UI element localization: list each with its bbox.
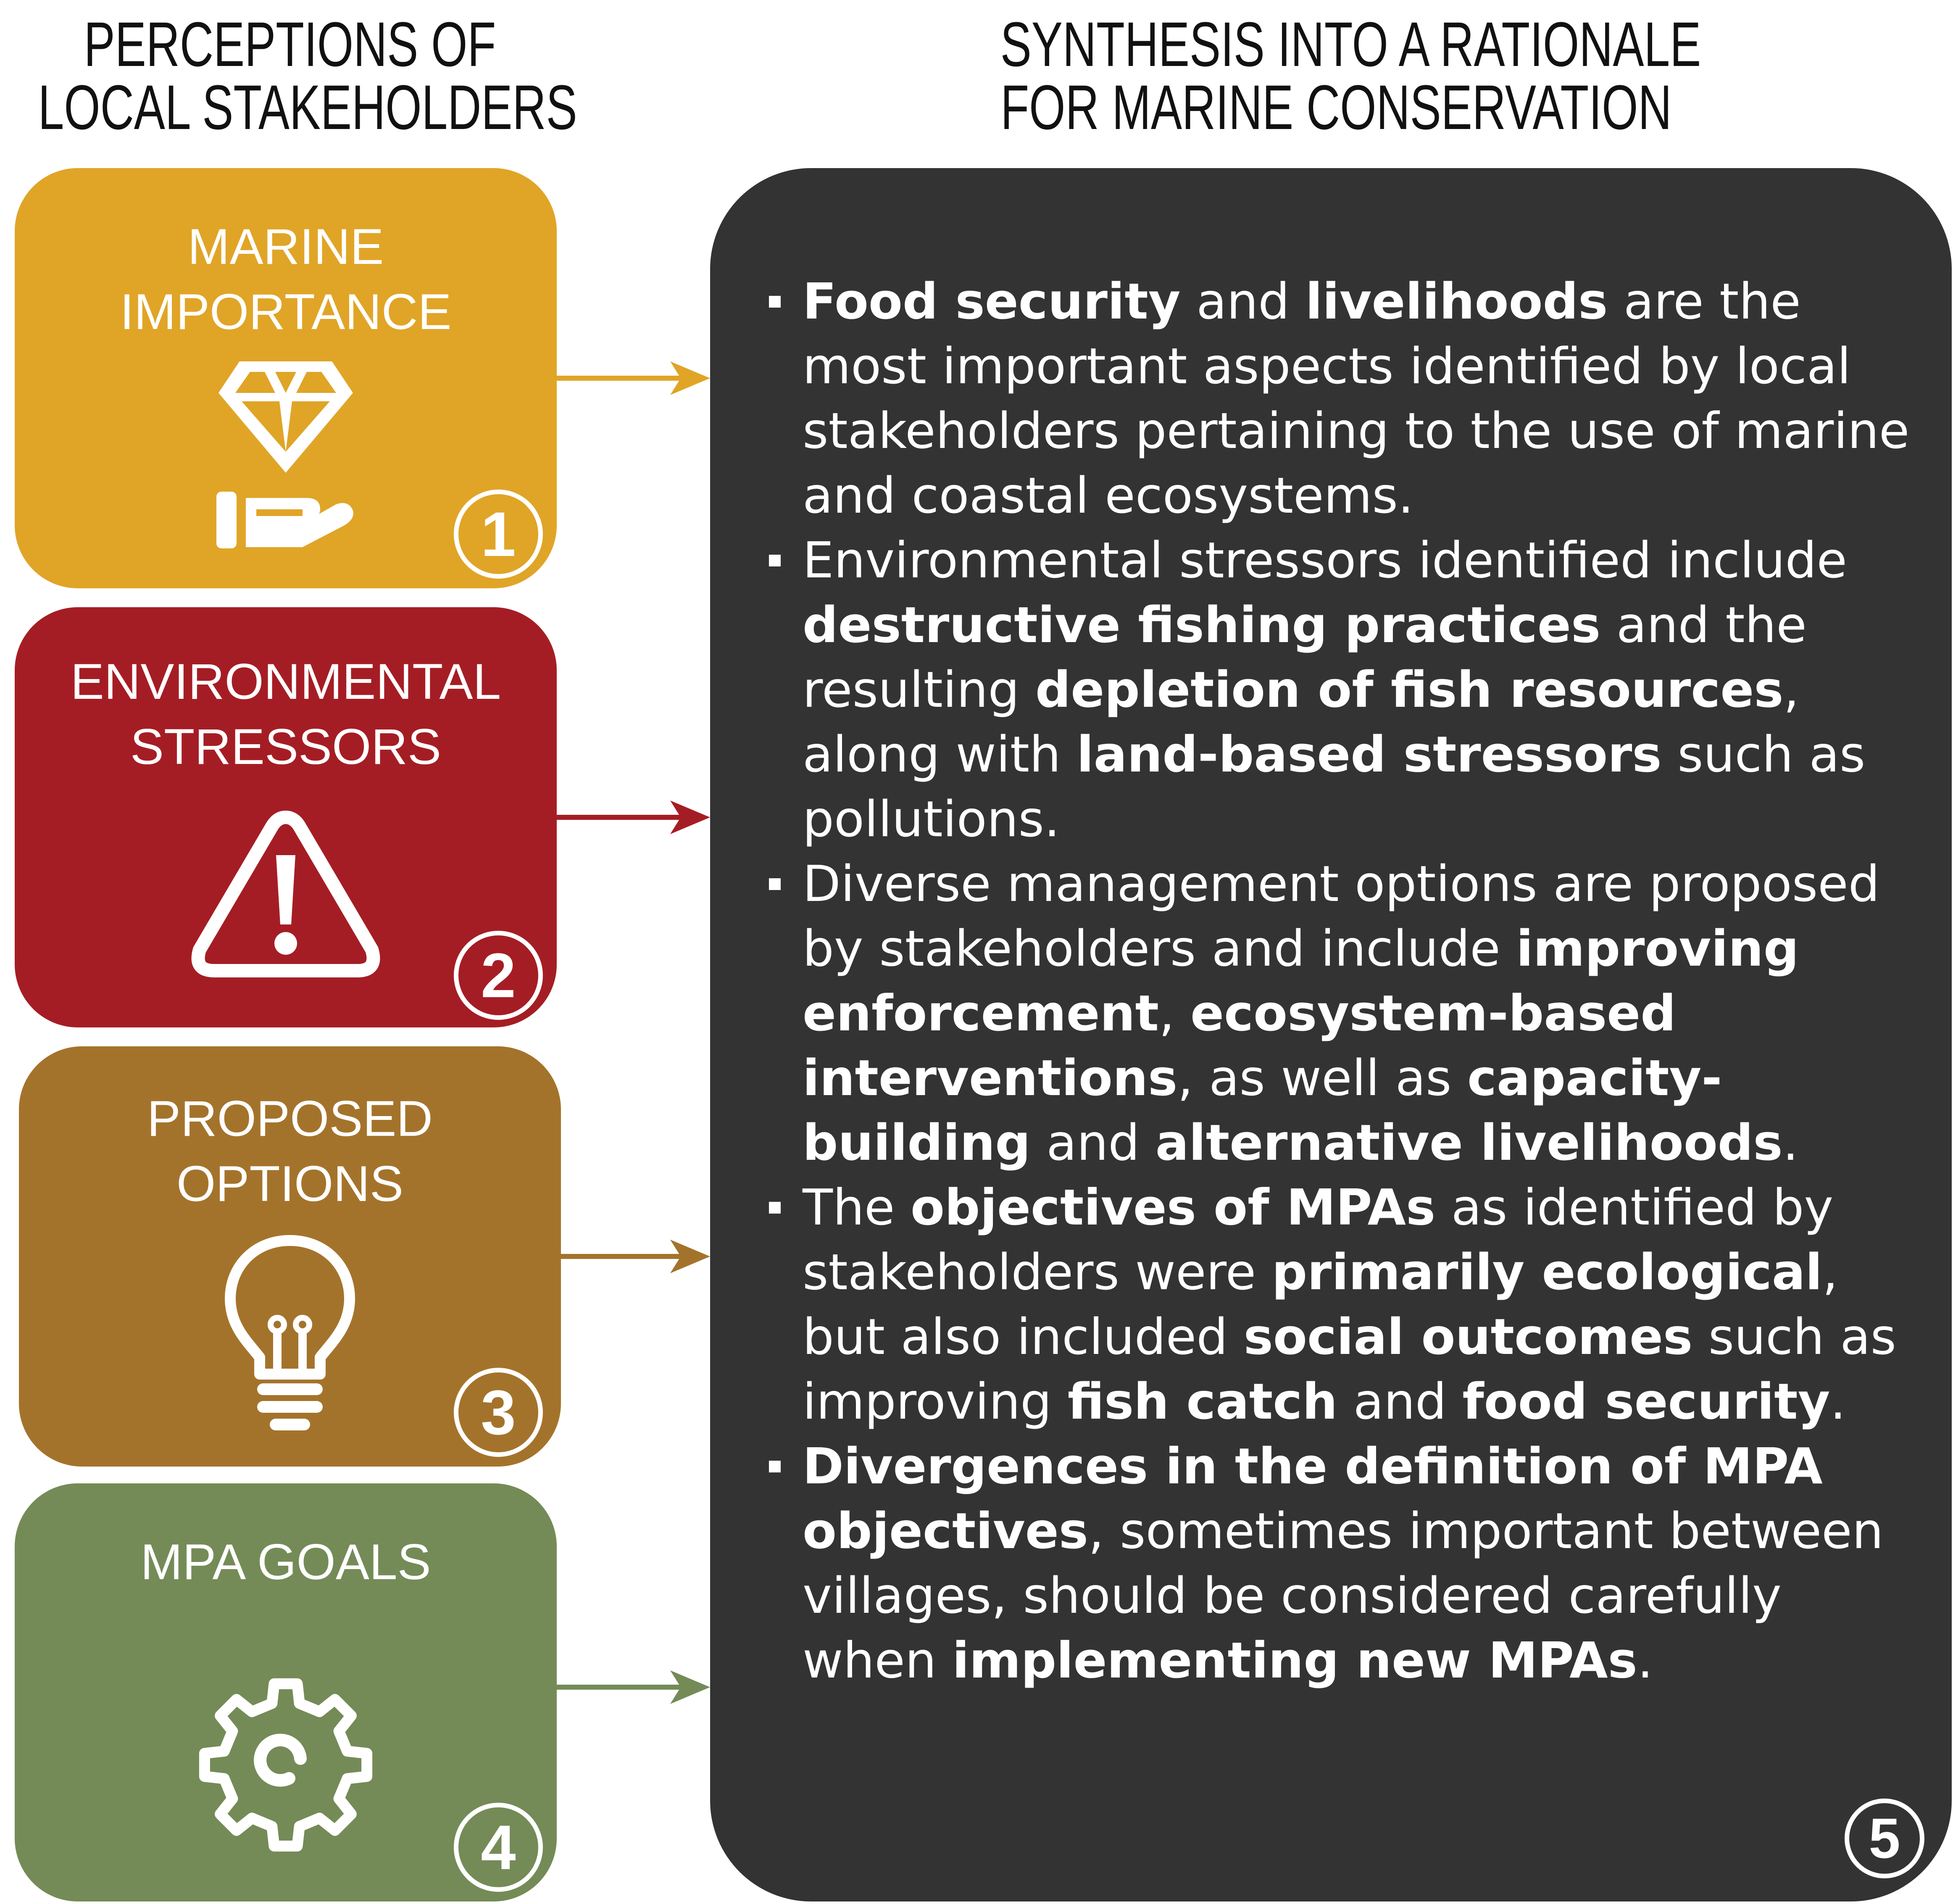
bullet-text: , but also included (803, 1243, 1838, 1366)
bullet-emphasis-text: livelihoods (1305, 272, 1608, 330)
bullet-emphasis-text: alternative livelihoods (1155, 1114, 1783, 1172)
bullet-text: are the most important aspects identifie… (803, 272, 1910, 524)
diamond-in-hand-icon (216, 361, 353, 548)
bullet-text: Environmental stressors identified inclu… (803, 531, 1847, 589)
bullet-text: such as improving (803, 1308, 1896, 1430)
bullet-text: and (1337, 1372, 1463, 1430)
synthesis-bullet-2: Environmental stressors identified inclu… (769, 528, 1920, 851)
bullet-emphasis-text: destructive fishing practices (803, 596, 1601, 654)
left-heading-line-2: LOCAL STAKEHOLDERS (38, 72, 577, 142)
left-heading-line-1: PERCEPTIONS OF (84, 9, 496, 79)
mpa-goals-title-line-1: MPA GOALS (140, 1534, 431, 1590)
step-number-3: 3 (454, 1368, 543, 1457)
bullet-text: , along with (803, 661, 1800, 783)
synthesis-panel: Food security and livelihoods are the mo… (710, 168, 1952, 1901)
bullet-emphasis-text: objectives of MPAs (910, 1178, 1436, 1236)
arrow-1 (555, 361, 710, 395)
step-number-2: 2 (454, 931, 543, 1020)
gear-icon (199, 1678, 373, 1852)
marine-importance-title-line-2: IMPORTANCE (120, 284, 452, 340)
proposed-options-title-line-2: OPTIONS (176, 1156, 404, 1212)
arrow-4 (555, 1670, 710, 1704)
environmental-stressors-title-line-1: ENVIRONMENTAL (70, 653, 501, 710)
step-number-5: 5 (1845, 1799, 1924, 1878)
left-heading: PERCEPTIONS OF LOCAL STAKEHOLDERS (38, 9, 577, 142)
marine-importance-title: MARINE IMPORTANCE (15, 214, 557, 345)
bullet-emphasis-text: food security (1462, 1372, 1830, 1430)
right-heading-line-2: FOR MARINE CONSERVATION (1000, 72, 1672, 142)
bullet-text: and the resulting (803, 596, 1807, 719)
synthesis-bullet-list: Food security and livelihoods are the mo… (769, 269, 1920, 1693)
bullet-emphasis-text: ecosystem-based interventions (803, 984, 1676, 1107)
bullet-text: as identified by stakeholders were (803, 1178, 1834, 1301)
lightbulb-icon (225, 1235, 355, 1430)
environmental-stressors-box: ENVIRONMENTAL STRESSORS 2 (15, 607, 557, 1027)
bullet-text: . (1830, 1372, 1846, 1430)
bullet-text: and (1030, 1114, 1155, 1172)
bullet-text: and (1180, 272, 1306, 330)
step-number-1: 1 (454, 490, 543, 579)
bullet-emphasis-text: social outcomes (1243, 1308, 1693, 1366)
bullet-emphasis-text: Divergences in the definition of MPA obj… (803, 1437, 1823, 1560)
synthesis-bullet-4: The objectives of MPAs as identified by … (769, 1175, 1920, 1434)
bullet-text: . (1782, 1114, 1799, 1172)
bullet-emphasis-text: Food security (803, 272, 1181, 330)
bullet-emphasis-text: fish catch (1067, 1372, 1338, 1430)
bullet-text: such as pollutions. (803, 725, 1866, 848)
synthesis-bullet-5: Divergences in the definition of MPA obj… (769, 1434, 1920, 1693)
bullet-text: , sometimes important between villages, … (803, 1502, 1884, 1689)
proposed-options-title: PROPOSED OPTIONS (19, 1086, 561, 1217)
bullet-emphasis-text: primarily ecological (1271, 1243, 1822, 1301)
bullet-emphasis-text: land-based stressors (1077, 725, 1662, 783)
marine-importance-title-line-1: MARINE (187, 219, 384, 275)
right-heading-line-1: SYNTHESIS INTO A RATIONALE (1000, 9, 1701, 79)
marine-importance-box: MARINE IMPORTANCE 1 (15, 168, 557, 588)
mpa-goals-box: MPA GOALS 4 (15, 1483, 557, 1901)
bullet-text: . (1637, 1631, 1653, 1689)
bullet-emphasis-text: capacity-building (803, 1049, 1722, 1172)
mpa-goals-title: MPA GOALS (15, 1530, 557, 1595)
proposed-options-box: PROPOSED OPTIONS 3 (19, 1046, 561, 1467)
bullet-emphasis-text: depletion of fish resources (1035, 661, 1784, 719)
proposed-options-title-line-1: PROPOSED (147, 1090, 433, 1147)
step-number-4: 4 (454, 1803, 543, 1892)
arrow-3 (559, 1240, 710, 1273)
bullet-emphasis-text: implementing new MPAs (952, 1631, 1637, 1689)
synthesis-bullet-3: Diverse management options are proposed … (769, 851, 1920, 1175)
bullet-text: The (803, 1178, 911, 1236)
environmental-stressors-title: ENVIRONMENTAL STRESSORS (15, 649, 557, 780)
bullet-emphasis-text: improving enforcement (803, 919, 1799, 1042)
arrow-2 (555, 801, 710, 834)
right-heading: SYNTHESIS INTO A RATIONALE FOR MARINE CO… (1000, 9, 1701, 142)
bullet-text: , (1159, 984, 1191, 1042)
bullet-text: Diverse management options are proposed … (803, 855, 1880, 977)
warning-triangle-icon (191, 811, 380, 977)
bullet-text: , as well as (1177, 1049, 1467, 1107)
environmental-stressors-title-line-2: STRESSORS (130, 719, 442, 775)
synthesis-bullet-1: Food security and livelihoods are the mo… (769, 269, 1920, 528)
